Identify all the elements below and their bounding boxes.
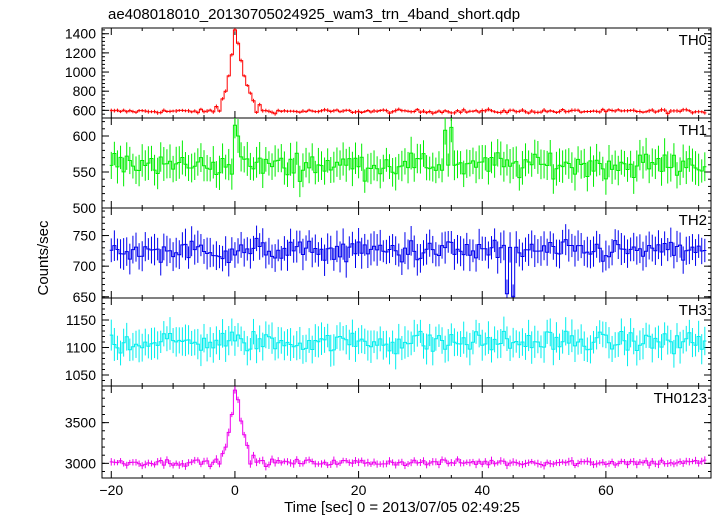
panel-label: TH0123 <box>654 390 707 407</box>
panel-label: TH2 <box>679 212 707 229</box>
panel-th3: 1050 1100 1150 TH3 <box>65 297 712 387</box>
y-tick-label: 1150 <box>66 312 96 328</box>
y-tick-label: 800 <box>73 83 97 99</box>
series-line <box>109 124 707 182</box>
panel-frame <box>101 385 712 479</box>
panel-th0: 600 800 1000 1200 1400 TH0 <box>65 26 712 119</box>
y-tick-label: 1050 <box>65 367 96 383</box>
x-tick-label: −20 <box>99 482 123 498</box>
panel-label: TH0 <box>679 32 707 49</box>
y-tick-label: 1100 <box>66 340 96 356</box>
series-th0 <box>109 28 707 116</box>
y-axis-label: Counts/sec <box>35 220 52 296</box>
panel-frame <box>101 27 712 119</box>
y-tick-label: 1000 <box>65 64 96 80</box>
panel-th1: 500 550 600 TH1 <box>73 117 712 216</box>
y-tick-label: 600 <box>73 102 97 118</box>
y-tick-label: 3500 <box>65 415 96 431</box>
series-th0123 <box>109 386 707 471</box>
series-th2 <box>109 224 707 298</box>
series-th3 <box>109 316 707 370</box>
x-tick-label: 0 <box>231 482 239 498</box>
panel-label: TH3 <box>679 302 707 319</box>
y-tick-label: 1400 <box>65 26 96 42</box>
x-tick-label: 20 <box>351 482 367 498</box>
y-tick-label: 750 <box>73 228 97 244</box>
y-tick-label: 600 <box>73 128 97 144</box>
panel-th2: 650 700 750 TH2 <box>73 207 712 305</box>
series-line <box>109 237 707 298</box>
y-tick-label: 3000 <box>65 455 96 471</box>
series-line <box>109 389 707 467</box>
y-tick-label: 500 <box>73 200 97 216</box>
x-tick-label: 40 <box>474 482 490 498</box>
panel-label: TH1 <box>679 122 707 139</box>
x-tick-label: 60 <box>598 482 614 498</box>
series-th1 <box>109 118 707 198</box>
series-line <box>109 29 707 115</box>
y-tick-label: 650 <box>73 289 97 305</box>
x-axis-label: Time [sec] 0 = 2013/07/05 02:49:25 <box>284 499 520 516</box>
y-tick-label: 700 <box>73 258 97 274</box>
y-tick-label: 1200 <box>65 45 96 61</box>
panel-th0123: 3000 3500 TH0123 <box>65 385 712 479</box>
chart-title: ae408018010_20130705024925_wam3_trn_4ban… <box>108 6 520 23</box>
y-tick-label: 550 <box>73 164 97 180</box>
